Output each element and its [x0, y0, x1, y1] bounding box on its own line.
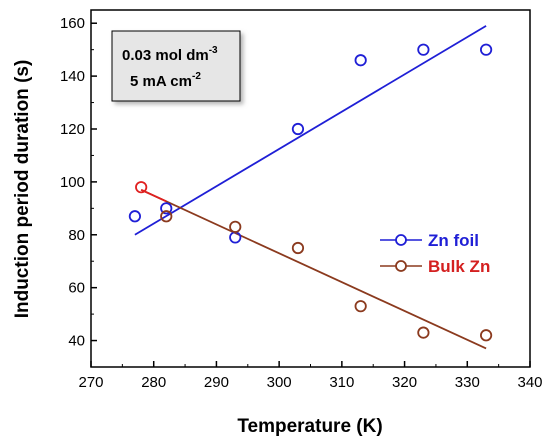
point-bulk-zn — [417, 326, 430, 339]
condition-annotation: 0.03 mol dm-3 5 mA cm-2 — [111, 30, 241, 102]
point-zn-foil — [417, 43, 430, 56]
annotation-line-2-sup: -2 — [192, 71, 201, 82]
point-zn-foil — [479, 43, 493, 56]
x-axis-title: Temperature (K) — [237, 416, 382, 437]
point-bulk-zn — [291, 241, 305, 255]
y-tick-label: 140 — [60, 68, 85, 85]
x-tick-label: 290 — [204, 374, 229, 391]
x-tick-label: 340 — [517, 374, 542, 391]
fit-line-bulk-zn — [140, 189, 487, 350]
annotation-line-2-text: 5 mA cm — [130, 73, 192, 90]
legend-label-zn-foil: Zn foil — [428, 231, 479, 250]
annotation-line-2: 5 mA cm-2 — [130, 71, 201, 90]
legend-marker-zn-foil — [395, 234, 407, 246]
x-tick-label: 330 — [455, 374, 480, 391]
legend: Zn foil Bulk Zn — [380, 231, 490, 276]
x-tick-label: 270 — [78, 374, 103, 391]
point-zn-foil — [354, 54, 367, 67]
fit-line-start-bulk-zn — [140, 189, 167, 203]
x-tick-label: 320 — [392, 374, 417, 391]
x-tick-label: 300 — [267, 374, 292, 391]
annotation-line-1-sup: -3 — [209, 45, 218, 56]
point-zn-foil — [160, 202, 173, 215]
point-bulk-zn — [160, 210, 173, 223]
axis-tick-labels: 270 280 290 300 310 320 330 340 40 60 80 100 120 140 1… — [60, 15, 543, 391]
x-tick-label: 310 — [329, 374, 354, 391]
point-bulk-zn — [354, 300, 367, 313]
fit-lines — [134, 25, 487, 350]
y-tick-label: 80 — [68, 227, 85, 244]
point-bulk-zn — [479, 329, 493, 342]
y-tick-label: 60 — [68, 280, 85, 297]
y-axis-title: Induction period duration (s) — [12, 60, 33, 319]
y-tick-label: 100 — [60, 174, 85, 191]
point-bulk-zn — [229, 220, 242, 233]
legend-label-bulk-zn: Bulk Zn — [428, 257, 490, 276]
legend-marker-bulk-zn — [395, 260, 407, 272]
point-zn-foil — [291, 122, 305, 136]
y-tick-label: 160 — [60, 15, 85, 32]
point-bulk-zn — [135, 181, 148, 194]
point-zn-foil — [128, 210, 141, 223]
annotation-line-1-text: 0.03 mol dm — [122, 47, 209, 64]
y-tick-label: 40 — [68, 333, 85, 350]
annotation-line-1: 0.03 mol dm-3 — [122, 45, 218, 64]
fit-line-zn-foil — [134, 25, 487, 236]
x-tick-label: 280 — [141, 374, 166, 391]
data-points — [128, 43, 493, 342]
axis-ticks — [90, 22, 531, 368]
annotation-box — [111, 30, 241, 102]
y-tick-label: 120 — [60, 121, 85, 138]
